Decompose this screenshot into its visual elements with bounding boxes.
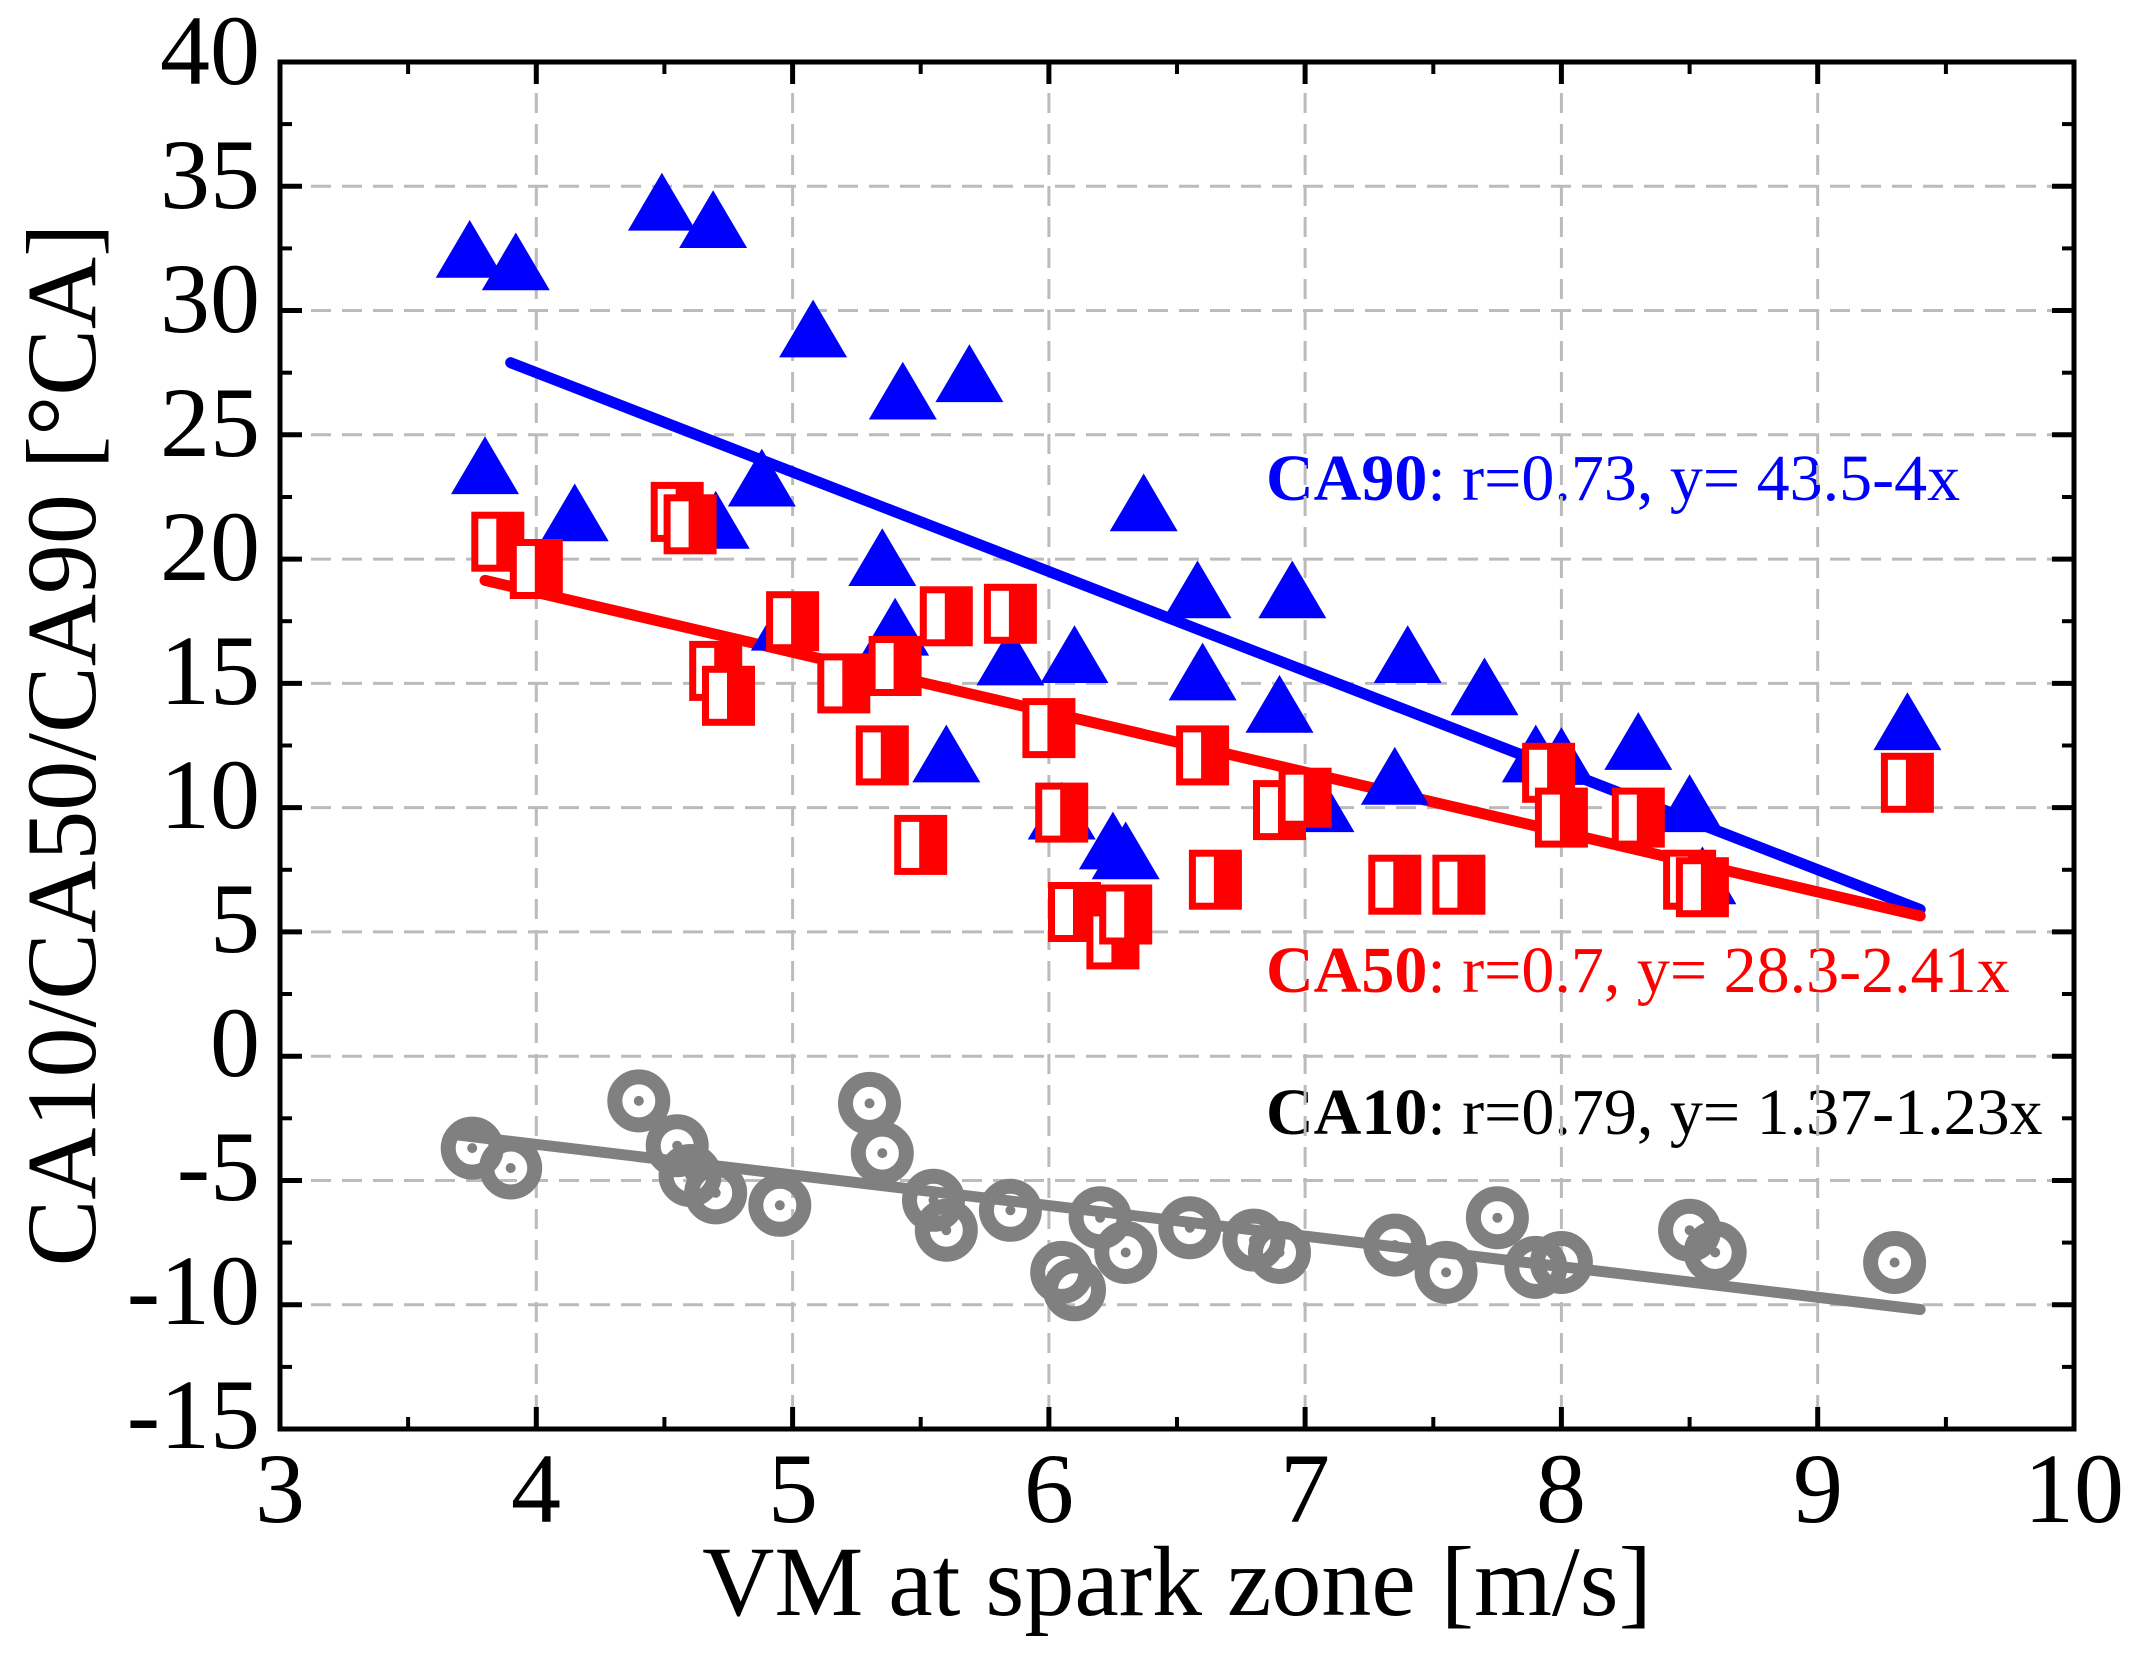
svg-text:VM at spark zone [m/s]: VM at spark zone [m/s]: [702, 1526, 1652, 1637]
svg-text:3: 3: [255, 1433, 305, 1544]
svg-text:15: 15: [160, 615, 260, 726]
svg-text:20: 20: [160, 491, 260, 602]
svg-text:40: 40: [160, 0, 260, 106]
svg-text:10: 10: [160, 739, 260, 850]
svg-text:CA50: r=0.7, y= 28.3-2.41x: CA50: r=0.7, y= 28.3-2.41x: [1266, 934, 2010, 1007]
svg-text:CA90: r=0.73, y= 43.5-4x: CA90: r=0.73, y= 43.5-4x: [1266, 442, 1960, 515]
svg-text:10: 10: [2024, 1433, 2124, 1544]
svg-text:-10: -10: [127, 1235, 260, 1346]
svg-text:35: 35: [160, 119, 260, 230]
svg-text:5: 5: [210, 863, 260, 974]
svg-text:9: 9: [1793, 1433, 1843, 1544]
svg-text:CA10: r=0.79, y= 1.37-1.23x: CA10: r=0.79, y= 1.37-1.23x: [1266, 1076, 2043, 1149]
svg-text:30: 30: [160, 243, 260, 354]
svg-text:CA10/CA50/CA90 [°CA]: CA10/CA50/CA90 [°CA]: [6, 224, 117, 1267]
svg-text:0: 0: [210, 987, 260, 1098]
svg-text:4: 4: [511, 1433, 561, 1544]
svg-text:-15: -15: [127, 1359, 260, 1470]
svg-text:-5: -5: [177, 1111, 260, 1222]
svg-text:25: 25: [160, 367, 260, 478]
